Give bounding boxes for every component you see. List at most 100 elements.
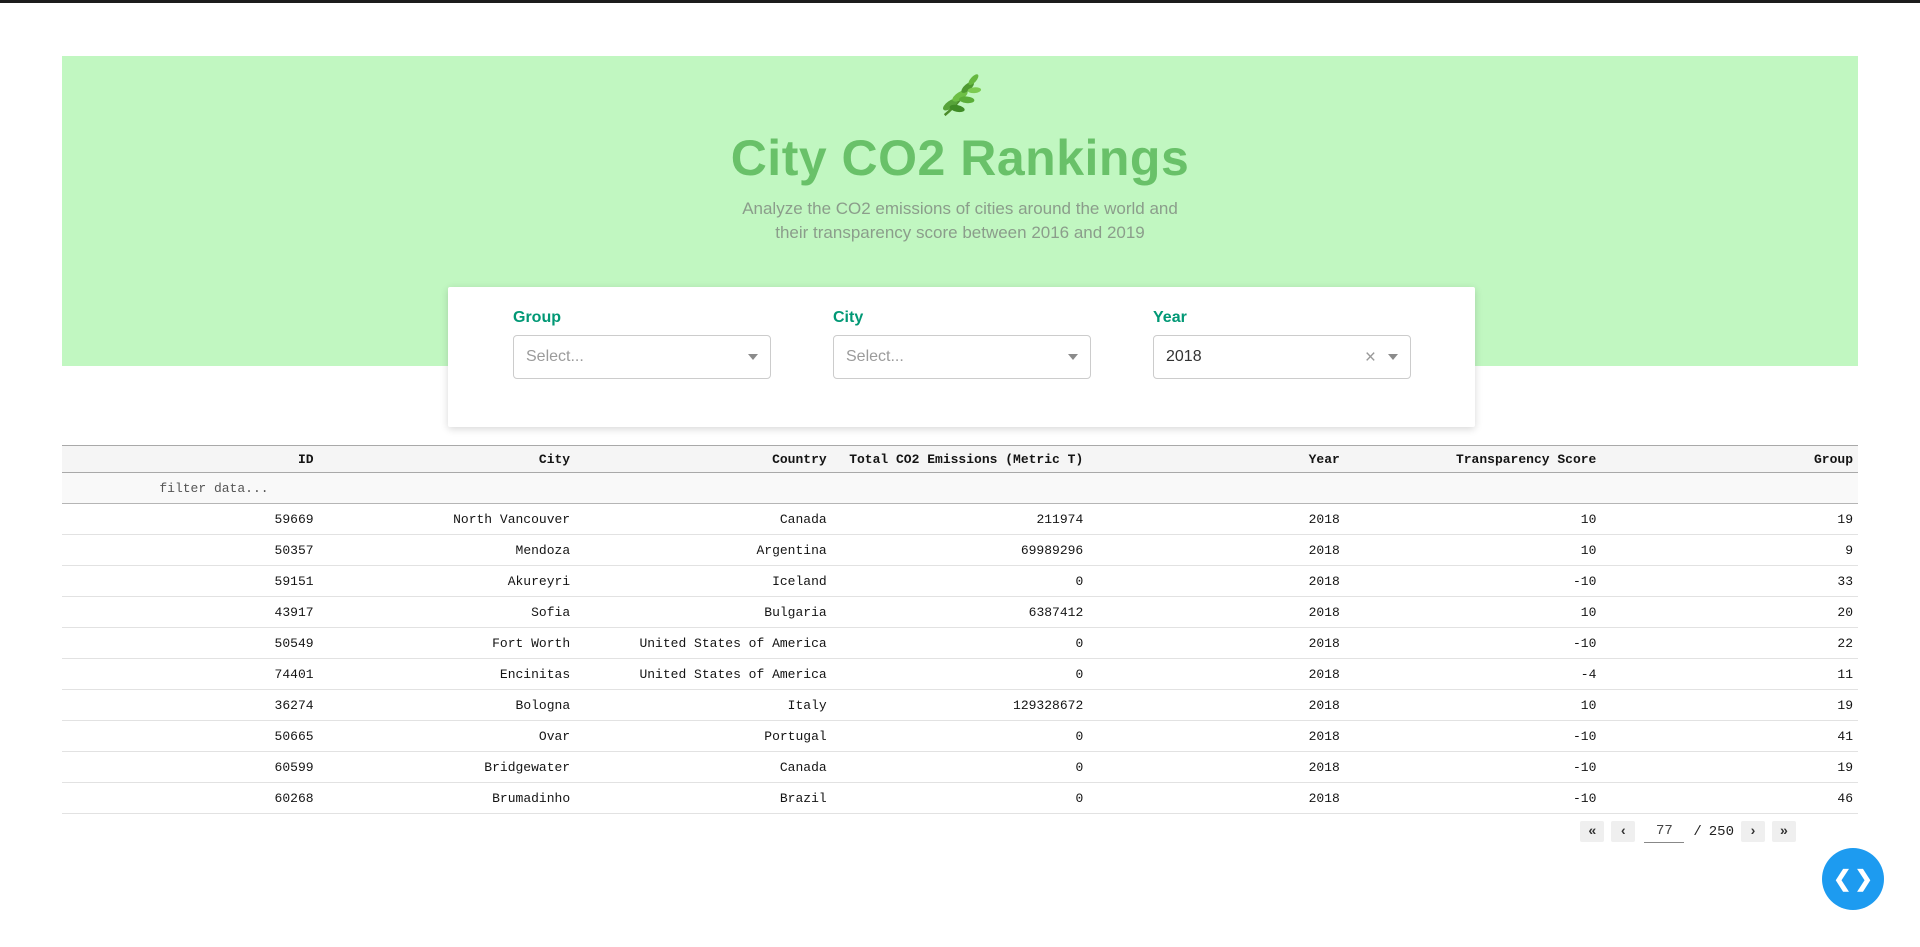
table-cell[interactable]: 69989296 <box>831 534 1089 566</box>
table-cell[interactable]: Argentina <box>575 534 832 566</box>
table-cell[interactable]: United States of America <box>575 658 832 690</box>
group-select[interactable]: Select... <box>513 335 771 379</box>
clear-icon[interactable]: × <box>1364 346 1376 368</box>
table-cell[interactable]: Canada <box>575 751 832 783</box>
next-page-button[interactable]: › <box>1741 821 1765 842</box>
table-cell[interactable]: Encinitas <box>318 658 576 690</box>
code-toggle-button[interactable]: ❮ ❯ <box>1822 848 1884 910</box>
table-cell[interactable]: Sofia <box>318 596 576 628</box>
table-cell[interactable]: 10 <box>1344 534 1602 566</box>
table-cell[interactable]: 50549 <box>62 627 319 659</box>
table-cell[interactable]: 2018 <box>1088 596 1345 628</box>
table-cell[interactable]: 129328672 <box>831 689 1089 721</box>
table-cell[interactable]: 11 <box>1601 658 1858 690</box>
table-cell[interactable]: 50665 <box>62 720 319 752</box>
column-header-transparency: Transparency Score <box>1344 445 1602 473</box>
table-cell[interactable]: Canada <box>575 503 832 535</box>
table-cell[interactable]: 2018 <box>1088 503 1345 535</box>
table-cell[interactable]: 41 <box>1601 720 1858 752</box>
table-cell[interactable]: 60268 <box>62 782 319 814</box>
table-cell[interactable]: 33 <box>1601 565 1858 597</box>
table-cell[interactable]: Portugal <box>575 720 832 752</box>
chevron-down-icon[interactable] <box>748 354 758 360</box>
pagination: « ‹ / 250 › » <box>124 820 1796 843</box>
table-cell[interactable]: United States of America <box>575 627 832 659</box>
rankings-table: ID City Country Total CO2 Emissions (Met… <box>62 445 1858 814</box>
filter-input[interactable] <box>62 473 319 503</box>
last-page-button[interactable]: » <box>1772 821 1796 842</box>
table-cell[interactable]: 211974 <box>831 503 1089 535</box>
table-cell[interactable]: 9 <box>1601 534 1858 566</box>
table-cell[interactable]: -10 <box>1344 627 1602 659</box>
table-cell[interactable]: -10 <box>1344 751 1602 783</box>
chevron-down-icon[interactable] <box>1068 354 1078 360</box>
table-cell[interactable]: 36274 <box>62 689 319 721</box>
table-cell[interactable]: Mendoza <box>318 534 576 566</box>
table-cell[interactable]: 20 <box>1601 596 1858 628</box>
table-cell[interactable]: 2018 <box>1088 534 1345 566</box>
table-cell[interactable]: 74401 <box>62 658 319 690</box>
table-cell[interactable]: Akureyri <box>318 565 576 597</box>
table-cell[interactable]: Bridgewater <box>318 751 576 783</box>
table-cell[interactable]: 46 <box>1601 782 1858 814</box>
table-cell[interactable]: -10 <box>1344 782 1602 814</box>
table-cell[interactable]: 2018 <box>1088 782 1345 814</box>
table-cell[interactable]: -10 <box>1344 720 1602 752</box>
table-cell[interactable]: 0 <box>831 782 1089 814</box>
column-header-id: ID <box>62 445 319 473</box>
year-select-value: 2018 <box>1166 348 1202 365</box>
table-cell[interactable]: 60599 <box>62 751 319 783</box>
table-cell[interactable]: 59669 <box>62 503 319 535</box>
table-cell[interactable]: 0 <box>831 627 1089 659</box>
filter-card: Group Select... City Select... Year 2018… <box>448 287 1475 427</box>
table-cell[interactable]: 10 <box>1344 596 1602 628</box>
table-cell[interactable]: North Vancouver <box>318 503 576 535</box>
table-cell[interactable]: 19 <box>1601 503 1858 535</box>
table-cell[interactable]: 0 <box>831 658 1089 690</box>
table-cell[interactable]: Brazil <box>575 782 832 814</box>
table-cell[interactable]: 22 <box>1601 627 1858 659</box>
table-cell[interactable]: 2018 <box>1088 751 1345 783</box>
table-cell[interactable]: 19 <box>1601 751 1858 783</box>
filter-cell-id <box>62 472 319 504</box>
table-cell[interactable]: Bulgaria <box>575 596 832 628</box>
table-cell[interactable]: -4 <box>1344 658 1602 690</box>
table-cell[interactable]: 19 <box>1601 689 1858 721</box>
table-cell[interactable]: 50357 <box>62 534 319 566</box>
group-select-placeholder: Select... <box>526 348 584 365</box>
table-row: 60599 Bridgewater Canada 0 2018 -10 19 <box>62 751 1858 783</box>
table-cell[interactable]: Iceland <box>575 565 832 597</box>
city-select[interactable]: Select... <box>833 335 1091 379</box>
table-cell[interactable]: Ovar <box>318 720 576 752</box>
current-page-input[interactable] <box>1644 820 1685 843</box>
filter-cell-empty[interactable] <box>318 472 576 504</box>
table-cell[interactable]: 2018 <box>1088 720 1345 752</box>
first-page-button[interactable]: « <box>1580 821 1605 842</box>
filter-cell-empty[interactable] <box>831 472 1089 504</box>
table-cell[interactable]: 2018 <box>1088 565 1345 597</box>
table-cell[interactable]: 0 <box>831 751 1089 783</box>
table-cell[interactable]: 6387412 <box>831 596 1089 628</box>
table-cell[interactable]: 10 <box>1344 689 1602 721</box>
filter-cell-empty[interactable] <box>1088 472 1345 504</box>
table-cell[interactable]: Brumadinho <box>318 782 576 814</box>
filter-cell-empty[interactable] <box>1601 472 1858 504</box>
table-cell[interactable]: 2018 <box>1088 627 1345 659</box>
table-cell[interactable]: 0 <box>831 720 1089 752</box>
filter-cell-empty[interactable] <box>575 472 832 504</box>
table-cell[interactable]: Italy <box>575 689 832 721</box>
table-cell[interactable]: Bologna <box>318 689 576 721</box>
table-cell[interactable]: 59151 <box>62 565 319 597</box>
column-header-year: Year <box>1088 445 1345 473</box>
table-cell[interactable]: 10 <box>1344 503 1602 535</box>
chevron-down-icon[interactable] <box>1388 354 1398 360</box>
table-cell[interactable]: 2018 <box>1088 658 1345 690</box>
table-cell[interactable]: -10 <box>1344 565 1602 597</box>
table-cell[interactable]: Fort Worth <box>318 627 576 659</box>
year-select[interactable]: 2018 × <box>1153 335 1411 379</box>
previous-page-button[interactable]: ‹ <box>1611 821 1636 842</box>
table-cell[interactable]: 0 <box>831 565 1089 597</box>
table-cell[interactable]: 43917 <box>62 596 319 628</box>
table-cell[interactable]: 2018 <box>1088 689 1345 721</box>
filter-cell-empty[interactable] <box>1344 472 1602 504</box>
